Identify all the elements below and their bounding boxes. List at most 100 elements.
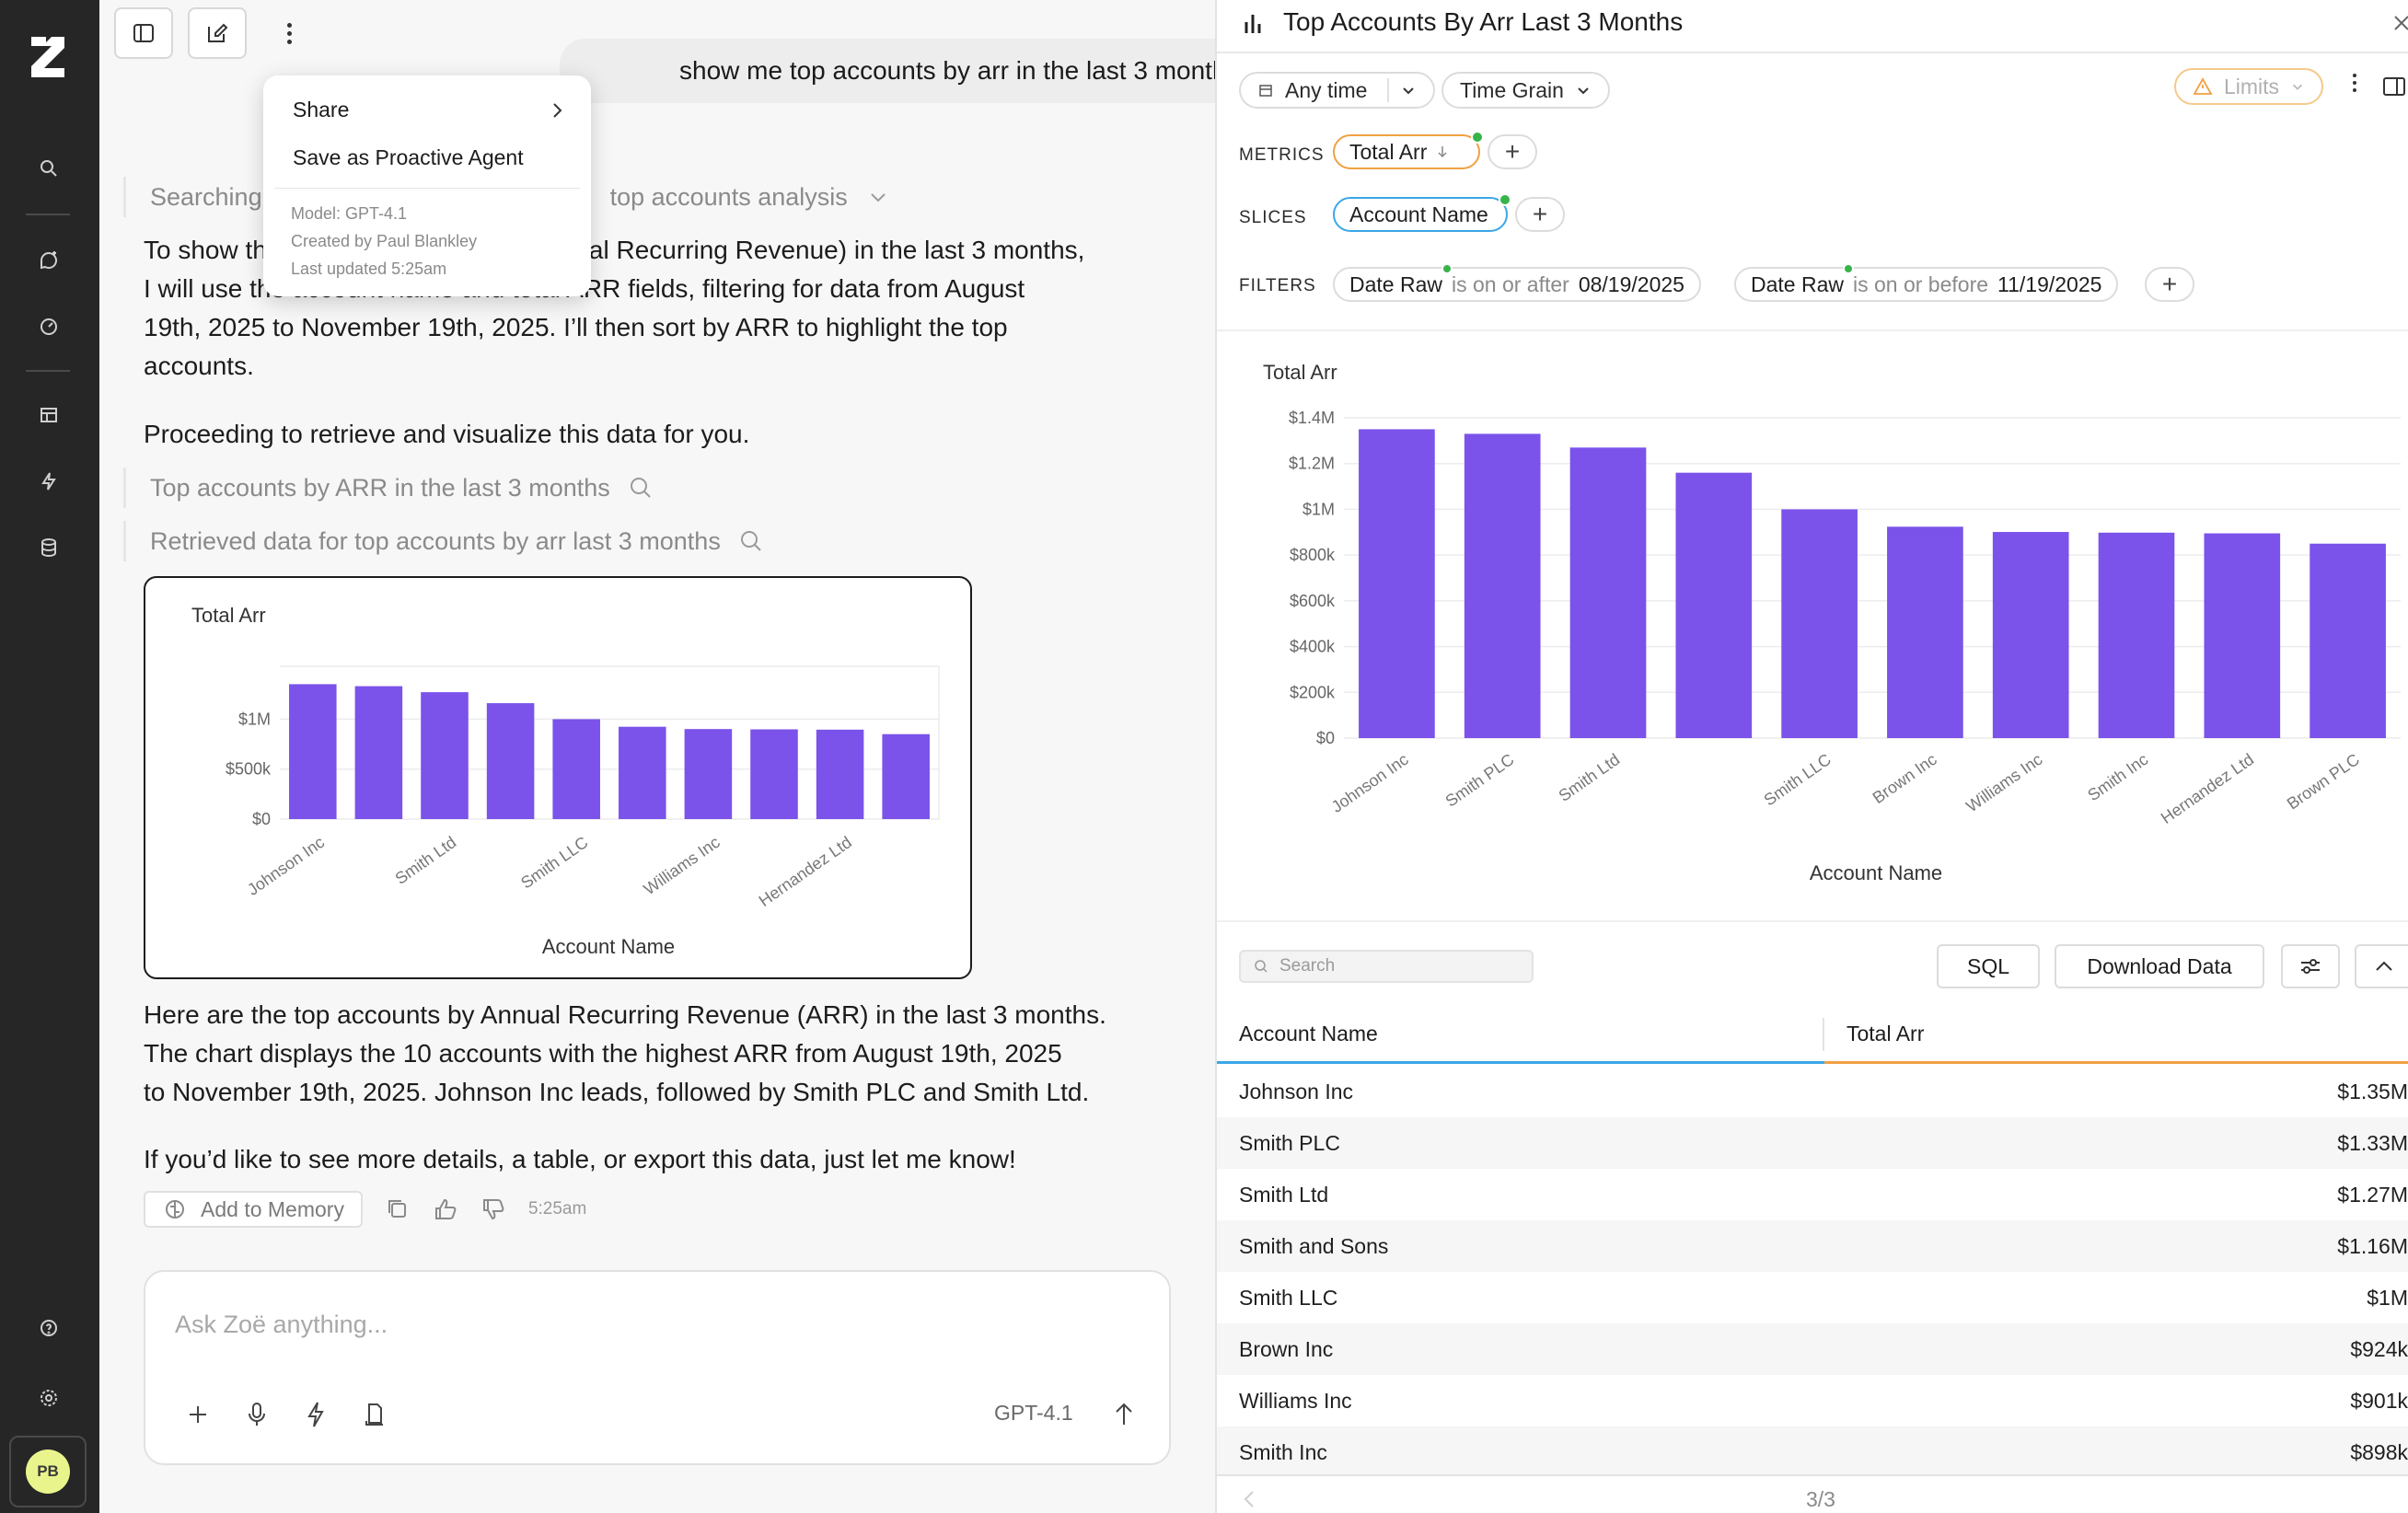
bar (1887, 526, 1963, 738)
menu-item-save-agent[interactable]: Save as Proactive Agent (293, 145, 524, 169)
y-tick-label: $1.4M (1289, 409, 1335, 427)
app-logo[interactable] (24, 31, 72, 83)
avatar[interactable]: PB (26, 1449, 70, 1494)
close-icon[interactable] (2388, 13, 2408, 33)
inline-chart[interactable]: Total Arr $0 $500k $1M Johnson Inc Smith Ltd S… (144, 576, 972, 979)
step-query[interactable]: Top accounts by ARR in the last 3 months (123, 468, 654, 508)
attachment-icon[interactable] (359, 1399, 390, 1430)
composer-input[interactable]: Ask Zoë anything... (175, 1311, 388, 1338)
add-slice-button[interactable]: + (1515, 197, 1565, 232)
sql-button[interactable]: SQL (1937, 944, 2040, 988)
table-row[interactable]: Brown Inc $924k (1217, 1323, 2408, 1375)
add-to-memory-button[interactable]: Add to Memory (144, 1191, 363, 1228)
settings-icon[interactable] (31, 1380, 66, 1415)
valid-dot (1843, 263, 1854, 274)
table-header: Account Name Total Arr (1217, 1005, 2408, 1064)
results-panel: Top Accounts By Arr Last 3 Months Any ti… (1215, 0, 2408, 1513)
pagination: 3/3 (1217, 1474, 2408, 1513)
search-icon[interactable] (31, 151, 66, 186)
message-actions: Add to Memory 5:25am (144, 1190, 586, 1229)
valid-dot (1499, 193, 1511, 206)
edit-icon (208, 23, 228, 42)
filter-value: 08/19/2025 (1578, 271, 1684, 296)
filter-chip-start[interactable]: Date Raw is on or after 08/19/2025 (1333, 263, 1701, 302)
copy-icon[interactable] (385, 1196, 411, 1222)
help-icon[interactable] (31, 1311, 66, 1346)
search-icon (630, 478, 651, 498)
main-chart[interactable]: Total Arr $0 $200k $400k $600k $800k $1M $1.2M $… (1217, 329, 2408, 918)
step-retrieved[interactable]: Retrieved data for top accounts by arr l… (123, 521, 765, 561)
table-row[interactable]: Smith LLC $1M (1217, 1272, 2408, 1323)
add-filter-button[interactable]: + (2145, 267, 2194, 302)
bar (1464, 433, 1541, 738)
gauge-icon[interactable] (31, 309, 66, 344)
cell-total-arr: $1.33M (2337, 1130, 2408, 1155)
panel-title: Top Accounts By Arr Last 3 Months (1283, 7, 1684, 36)
step-searching[interactable]: Searching top accounts analysis (123, 177, 892, 217)
bolt-icon[interactable] (300, 1399, 331, 1430)
chat-area: show me top accounts by arr in the last … (99, 0, 1270, 1513)
more-options-button[interactable] (271, 15, 307, 52)
y-tick-label: $1.2M (1289, 455, 1335, 473)
panel-more-button[interactable] (2353, 74, 2356, 92)
cell-total-arr: $1.27M (2337, 1182, 2408, 1207)
bar (882, 733, 930, 819)
table-icon[interactable] (31, 398, 66, 433)
metric-chip[interactable]: Total Arr (1333, 131, 1484, 169)
user-menu[interactable]: PB (9, 1436, 87, 1507)
valid-dot (1441, 263, 1453, 274)
chevron-down-icon (871, 193, 886, 202)
menu-item-share[interactable]: Share (293, 98, 350, 121)
time-grain-select[interactable]: Time Grain (1441, 72, 1610, 109)
panel-layout-icon[interactable] (2382, 75, 2406, 98)
column-header-account-name[interactable]: Account Name (1239, 1022, 1378, 1045)
sidebar-divider (26, 370, 70, 372)
table-settings-button[interactable] (2281, 944, 2340, 988)
plus-icon[interactable] (182, 1399, 214, 1430)
new-chat-button[interactable] (188, 7, 247, 59)
table-row[interactable]: Smith Inc $898k (1217, 1426, 2408, 1478)
microphone-icon[interactable] (241, 1399, 272, 1430)
table-row[interactable]: Johnson Inc $1.35M (1217, 1066, 2408, 1117)
model-selector[interactable]: GPT-4.1 (994, 1401, 1073, 1425)
limits-label: Limits (2224, 74, 2280, 98)
toggle-sidebar-button[interactable] (114, 7, 173, 59)
filter-operator: is on or after (1451, 271, 1569, 296)
database-icon[interactable] (31, 530, 66, 565)
time-range-select[interactable]: Any time (1239, 72, 1436, 109)
limits-button[interactable]: Limits (2174, 68, 2324, 105)
thumbs-up-icon[interactable] (433, 1196, 458, 1222)
search-icon (740, 531, 761, 551)
cell-total-arr: $924k (2350, 1336, 2408, 1361)
table-row[interactable]: Smith PLC $1.33M (1217, 1117, 2408, 1169)
chart-title: Total Arr (1263, 361, 1337, 384)
chevron-left-icon[interactable] (1241, 1489, 1257, 1509)
table-row[interactable]: Williams Inc $901k (1217, 1375, 2408, 1426)
thumbs-down-icon[interactable] (480, 1196, 506, 1222)
table-row[interactable]: Smith and Sons $1.16M (1217, 1220, 2408, 1272)
composer[interactable]: Ask Zoë anything... GPT-4.1 (144, 1270, 1171, 1465)
chevron-down-icon (1403, 87, 1415, 95)
table-row[interactable]: Smith Ltd $1.27M (1217, 1169, 2408, 1220)
x-tick-label: Brown Inc (1870, 750, 1940, 807)
table-search-input[interactable]: Search (1239, 950, 1534, 983)
y-tick-label: $200k (1290, 683, 1336, 701)
slice-chip[interactable]: Account Name (1333, 193, 1511, 232)
bar (1675, 472, 1753, 738)
bar (1359, 429, 1435, 738)
sidebar: PB (0, 0, 99, 1513)
filter-chip-end[interactable]: Date Raw is on or before 11/19/2025 (1734, 263, 2119, 302)
download-data-button[interactable]: Download Data (2055, 944, 2264, 988)
cell-total-arr: $1.16M (2337, 1233, 2408, 1258)
cell-account-name: Smith and Sons (1239, 1233, 1389, 1258)
add-metric-button[interactable]: + (1488, 134, 1537, 169)
metrics-label: METRICS (1239, 145, 1325, 165)
bolt-icon[interactable] (31, 464, 66, 499)
cell-account-name: Smith Ltd (1239, 1182, 1329, 1207)
x-tick-label: Hernandez Ltd (2158, 750, 2257, 827)
chat-icon[interactable] (31, 243, 66, 278)
send-arrow-icon[interactable] (1108, 1399, 1140, 1430)
collapse-table-button[interactable] (2355, 944, 2408, 988)
column-header-total-arr[interactable]: Total Arr (1847, 1022, 1925, 1045)
menu-divider (274, 188, 580, 189)
